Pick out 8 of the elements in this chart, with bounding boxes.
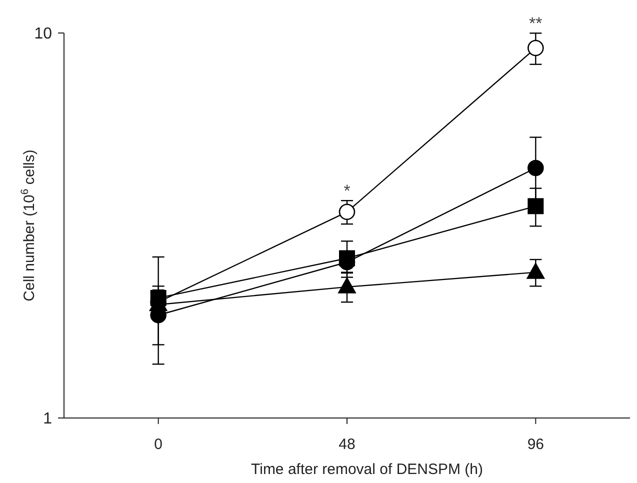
x-tick-label: 0	[154, 436, 163, 453]
y-tick-label: 1	[43, 410, 52, 428]
x-tick-label: 96	[527, 436, 544, 453]
x-tick-label: 48	[338, 436, 356, 453]
y-tick-label: 10	[34, 26, 52, 42]
annotation: **	[529, 14, 543, 34]
x-axis-title: Time after removal of DENSPM (h)	[251, 461, 483, 478]
annotation: *	[344, 182, 351, 201]
